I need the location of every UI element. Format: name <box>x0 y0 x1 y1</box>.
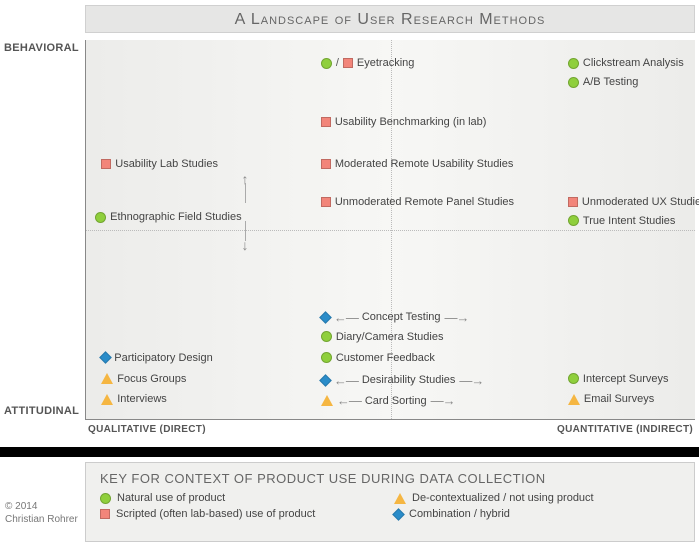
divider-bar <box>0 447 699 457</box>
square-icon <box>100 509 110 519</box>
square-icon <box>321 197 331 207</box>
axis-label-quantitative: QUANTITATIVE (INDIRECT) <box>557 424 693 435</box>
legend-label: Combination / hybrid <box>409 508 510 520</box>
title-bar: A Landscape of User Research Methods <box>85 5 695 33</box>
method-usab-lab: Usability Lab Studies <box>101 158 218 170</box>
vertical-double-arrow: ↑ ↓ <box>242 175 249 250</box>
circle-icon <box>321 58 332 69</box>
method-label: Ethnographic Field Studies <box>110 211 241 223</box>
circle-icon <box>568 77 579 88</box>
arrow-right-icon: —→ <box>445 310 469 325</box>
circle-icon <box>321 352 332 363</box>
axis-label-qualitative: QUALITATIVE (DIRECT) <box>88 424 206 435</box>
square-icon <box>321 117 331 127</box>
method-label: Intercept Surveys <box>583 373 669 385</box>
method-label: Customer Feedback <box>336 352 435 364</box>
method-clickstream: Clickstream Analysis <box>568 57 684 69</box>
method-label: Moderated Remote Usability Studies <box>335 158 514 170</box>
method-label: Desirability Studies <box>362 374 456 386</box>
method-mod-remote: Moderated Remote Usability Studies <box>321 158 514 170</box>
circle-icon <box>568 373 579 384</box>
legend-title: KEY FOR CONTEXT OF PRODUCT USE DURING DA… <box>100 471 680 486</box>
triangle-icon <box>101 394 113 405</box>
legend-item: De-contextualized / not using product <box>394 492 680 504</box>
method-ab-testing: A/B Testing <box>568 76 638 88</box>
credit-author: Christian Rohrer <box>5 513 78 526</box>
legend-item: Scripted (often lab-based) use of produc… <box>100 508 386 520</box>
method-email: Email Surveys <box>568 393 654 405</box>
method-unmod-panel: Unmoderated Remote Panel Studies <box>321 196 514 208</box>
method-label: Usability Benchmarking (in lab) <box>335 116 487 128</box>
square-icon <box>321 159 331 169</box>
legend-label: Scripted (often lab-based) use of produc… <box>116 508 315 520</box>
method-intercept: Intercept Surveys <box>568 373 669 385</box>
axis-label-behavioral: BEHAVIORAL <box>4 42 79 54</box>
method-concept: ←— Concept Testing —→ <box>321 310 469 325</box>
legend-label: Natural use of product <box>117 492 225 504</box>
credit-text: © 2014 Christian Rohrer <box>5 500 78 526</box>
method-label: Unmoderated UX Studies <box>582 196 699 208</box>
method-label: True Intent Studies <box>583 215 676 227</box>
arrow-right-icon: —→ <box>431 393 455 408</box>
circle-icon <box>568 58 579 69</box>
method-label: Diary/Camera Studies <box>336 331 444 343</box>
axis-label-attitudinal: ATTITUDINAL <box>4 405 79 417</box>
method-eyetracking: / Eyetracking <box>321 57 415 69</box>
square-icon <box>343 58 353 68</box>
method-label: Unmoderated Remote Panel Studies <box>335 196 514 208</box>
square-icon <box>568 197 578 207</box>
circle-icon <box>568 215 579 226</box>
method-card-sort: ←— Card Sorting —→ <box>321 393 455 408</box>
circle-icon <box>100 493 111 504</box>
legend-item: Natural use of product <box>100 492 386 504</box>
method-participatory: Participatory Design <box>101 352 212 364</box>
triangle-icon <box>568 394 580 405</box>
method-label: Interviews <box>117 393 167 405</box>
method-label: Clickstream Analysis <box>583 57 684 69</box>
method-interviews: Interviews <box>101 393 167 405</box>
legend-panel: KEY FOR CONTEXT OF PRODUCT USE DURING DA… <box>85 462 695 542</box>
triangle-icon <box>321 395 333 406</box>
method-label: Email Surveys <box>584 393 654 405</box>
square-icon <box>101 159 111 169</box>
diamond-icon <box>319 374 332 387</box>
landscape-chart: / Eyetracking Clickstream Analysis A/B Test… <box>85 40 695 420</box>
method-true-intent: True Intent Studies <box>568 215 676 227</box>
method-label: Concept Testing <box>362 311 441 323</box>
method-desirability: ←— Desirability Studies—→ <box>321 373 484 388</box>
diamond-icon <box>392 508 405 521</box>
method-label: A/B Testing <box>583 76 638 88</box>
method-label: Participatory Design <box>114 352 212 364</box>
method-ethno: Ethnographic Field Studies <box>95 211 241 223</box>
legend-label: De-contextualized / not using product <box>412 492 594 504</box>
diamond-icon <box>319 311 332 324</box>
arrow-left-icon: ←— <box>334 373 358 388</box>
method-focus: Focus Groups <box>101 373 186 385</box>
triangle-icon <box>394 493 406 504</box>
arrow-left-icon: ←— <box>337 393 361 408</box>
circle-icon <box>95 212 106 223</box>
method-usab-bench: Usability Benchmarking (in lab) <box>321 116 487 128</box>
arrow-right-icon: —→ <box>459 373 483 388</box>
credit-year: © 2014 <box>5 500 78 513</box>
method-unmod-ux: Unmoderated UX Studies <box>568 196 699 208</box>
arrow-left-icon: ←— <box>334 310 358 325</box>
method-label: Focus Groups <box>117 373 186 385</box>
method-label: Usability Lab Studies <box>115 158 218 170</box>
sep-glyph: / <box>336 57 339 69</box>
method-label: Eyetracking <box>357 57 414 69</box>
diamond-icon <box>99 351 112 364</box>
method-label: Card Sorting <box>365 395 427 407</box>
triangle-icon <box>101 373 113 384</box>
method-cust-feedback: Customer Feedback <box>321 352 435 364</box>
legend-item: Combination / hybrid <box>394 508 680 520</box>
circle-icon <box>321 331 332 342</box>
method-diary: Diary/Camera Studies <box>321 331 444 343</box>
